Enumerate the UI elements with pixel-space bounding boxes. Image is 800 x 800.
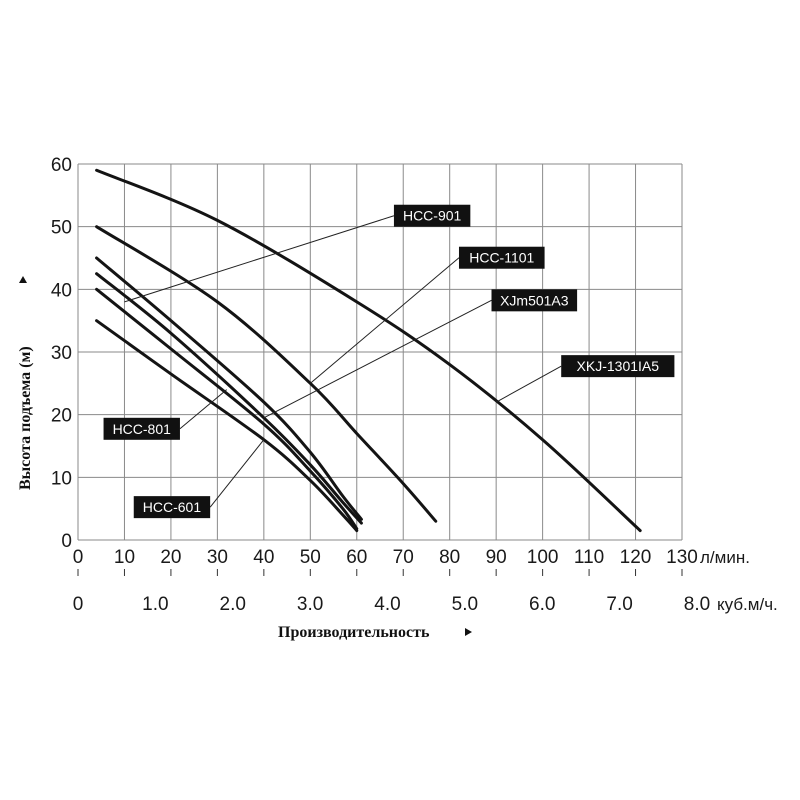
series-label-xkj-1301ia5: XKJ-1301IA5 <box>577 358 660 374</box>
x2-tick-label: 2.0 <box>220 594 246 615</box>
x-tick-labels: 0 10 20 30 40 50 60 70 80 90 100 110 120 130 <box>73 547 698 576</box>
leader-line-xjm501a3 <box>263 299 492 419</box>
series-line-xkj-1301ia5 <box>95 168 642 533</box>
x-tick-label: 100 <box>527 547 559 568</box>
x2-tick-label: 0 <box>73 594 84 615</box>
series-label-box-hcc-801 <box>103 417 180 440</box>
y-tick-label: 0 <box>61 531 72 552</box>
series-label-xjm501a3: XJm501A3 <box>500 292 569 308</box>
y-tick-label: 50 <box>51 218 72 239</box>
y-tick-label: 30 <box>51 343 72 364</box>
series-label-hcc-601: HCC-601 <box>143 499 202 515</box>
x2-tick-label: 8.0 <box>684 594 710 615</box>
x-tick-label: 90 <box>486 547 507 568</box>
x-tick-label: 30 <box>207 547 228 568</box>
x2-tick-label: 1.0 <box>142 594 168 615</box>
series-line-hcc-801 <box>95 287 359 531</box>
grid <box>77 163 683 541</box>
y-tick-label: 40 <box>51 280 72 301</box>
leader-line-hcc-1101 <box>309 257 460 384</box>
x-tick-label: 70 <box>393 547 414 568</box>
y-tick-labels: 0 10 20 30 40 50 60 <box>51 155 72 552</box>
series-curves <box>95 168 642 533</box>
label-leader-lines <box>124 215 562 508</box>
leader-line-xkj-1301ia5 <box>495 365 562 403</box>
x-tick-label: 10 <box>114 547 135 568</box>
series-label-box-xkj-1301ia5 <box>561 355 675 378</box>
series-line-hcc-901 <box>95 256 363 521</box>
y-tick-label: 10 <box>51 468 72 489</box>
series-label-box-xjm501a3 <box>491 289 578 312</box>
x2-tick-labels: 0 1.0 2.0 3.0 4.0 5.0 6.0 7.0 8.0 <box>73 594 711 615</box>
x-tick-label: 60 <box>346 547 367 568</box>
leader-line-hcc-601 <box>209 439 265 508</box>
series-labels: XKJ-1301IA5 HCC-1101 HCC-901 XJm501A3 HCC-80… <box>103 204 675 519</box>
y-axis-title-group: Высота подъема (м) <box>17 276 34 490</box>
series-label-box-hcc-601 <box>133 496 211 519</box>
x2-tick-label: 7.0 <box>606 594 632 615</box>
x-tick-label: 20 <box>160 547 181 568</box>
series-line-xjm501a3 <box>95 272 363 525</box>
y-axis-arrow-icon <box>19 276 27 283</box>
x-tick-label: 50 <box>300 547 321 568</box>
leader-line-hcc-801 <box>179 389 227 430</box>
x-axis-arrow-icon <box>465 628 472 636</box>
y-tick-label: 20 <box>51 406 72 427</box>
x-tick-label: 130 <box>666 547 698 568</box>
x-tick-label: 80 <box>439 547 460 568</box>
x2-tick-label: 3.0 <box>297 594 323 615</box>
x-axis-title: Производительность <box>278 624 430 641</box>
x-axis-unit-primary: л/мин. <box>700 548 750 567</box>
y-axis-title: Высота подъема (м) <box>17 346 34 490</box>
x-tick-label: 40 <box>253 547 274 568</box>
series-label-box-hcc-901 <box>393 204 471 227</box>
series-label-hcc-801: HCC-801 <box>113 421 172 437</box>
x-tick-label: 110 <box>574 547 604 568</box>
series-label-box-hcc-1101 <box>458 246 545 269</box>
x-axis-title-group: Производительность <box>278 624 472 641</box>
x2-tick-label: 4.0 <box>374 594 400 615</box>
x-axis-unit-secondary: куб.м/ч. <box>717 595 778 614</box>
x2-tick-label: 5.0 <box>452 594 478 615</box>
leader-line-hcc-901 <box>124 215 395 303</box>
series-line-hcc-601 <box>95 319 359 533</box>
y-tick-label: 60 <box>51 155 72 176</box>
x-tick-label: 120 <box>620 547 652 568</box>
series-label-hcc-1101: HCC-1101 <box>469 250 534 266</box>
series-label-hcc-901: HCC-901 <box>403 208 462 224</box>
x-tick-label: 0 <box>73 547 84 568</box>
x2-tick-label: 6.0 <box>529 594 555 615</box>
